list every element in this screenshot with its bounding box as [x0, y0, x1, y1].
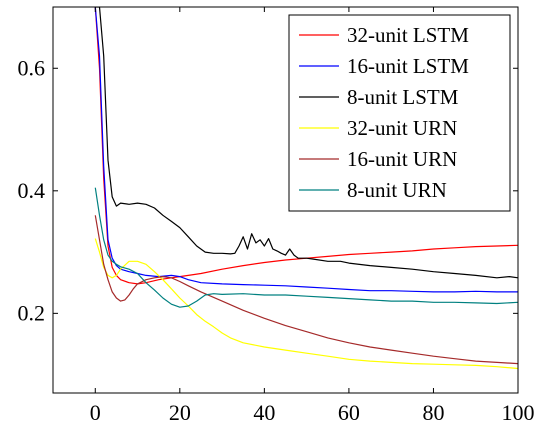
x-tick-label: 100	[502, 400, 535, 425]
legend-label: 16-unit LSTM	[347, 54, 469, 78]
series-line-6	[94, 187, 518, 308]
series-line-4	[94, 238, 518, 370]
y-tick-label: 0.2	[18, 300, 46, 325]
series-layer	[94, 7, 518, 370]
y-tick-label: 0.6	[18, 55, 46, 80]
legend: 32-unit LSTM 16-unit LSTM 8-unit LSTM 32-un…	[288, 14, 511, 212]
x-tick-label: 0	[90, 400, 101, 425]
x-tick-label: 60	[338, 400, 360, 425]
axis-ticks: 0 20 40 60 80 100 0.2 0.4 0.6	[18, 7, 535, 425]
y-tick-label: 0.4	[18, 178, 46, 203]
legend-label: 8-unit URN	[347, 178, 447, 202]
x-tick-label: 40	[253, 400, 275, 425]
x-tick-label: 80	[422, 400, 444, 425]
legend-label: 32-unit URN	[347, 116, 457, 140]
plot-frame	[52, 6, 519, 394]
legend-label: 32-unit LSTM	[347, 23, 469, 47]
legend-label: 16-unit URN	[347, 147, 457, 171]
legend-label: 8-unit LSTM	[347, 85, 459, 109]
legend-box	[288, 14, 511, 212]
x-tick-label: 20	[169, 400, 191, 425]
series-line-3	[95, 7, 518, 279]
series-line-1	[94, 7, 518, 285]
series-line-5	[94, 215, 518, 365]
